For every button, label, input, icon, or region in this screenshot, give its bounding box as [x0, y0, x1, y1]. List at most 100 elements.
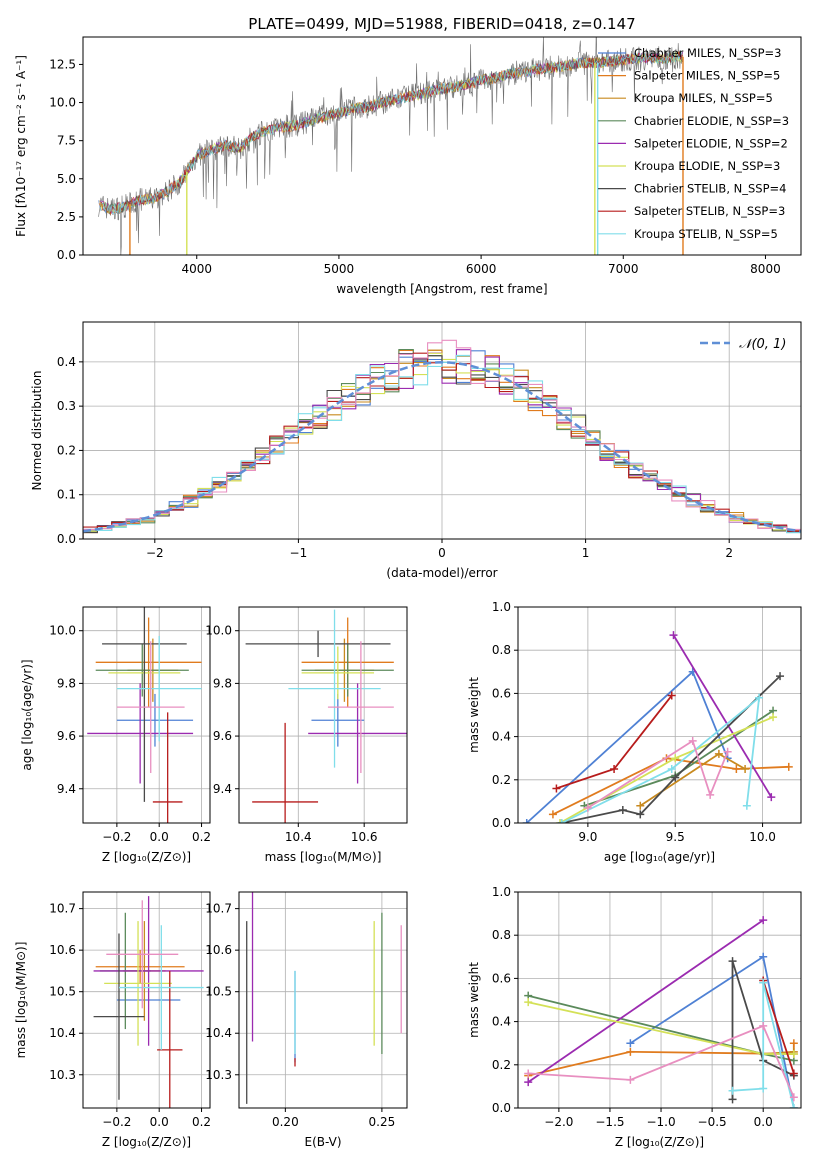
- error-bar-point: [118, 925, 204, 1050]
- y-tick-label: 0.6: [492, 971, 511, 985]
- y-tick-label: 9.8: [57, 676, 76, 690]
- data-point: [522, 819, 531, 823]
- legend-entry: Chabrier ELODIE, N_SSP=3: [634, 114, 789, 128]
- data-point: [669, 631, 678, 640]
- error-bar-point: [93, 896, 204, 1046]
- error-bar-point: [116, 635, 202, 742]
- legend-entry: Chabrier MILES, N_SSP=3: [634, 46, 781, 60]
- legend-entry: Kroupa STELIB, N_SSP=5: [634, 227, 778, 241]
- legend-entry: 𝒩(0, 1): [739, 337, 786, 352]
- x-axis-label: Z [log₁₀(Z/Z⊙)]: [102, 850, 191, 864]
- y-tick-label: 7.5: [57, 134, 76, 148]
- y-tick-label: 0.4: [492, 1015, 511, 1029]
- x-tick-label: 0.2: [192, 830, 211, 844]
- x-tick-label: −1: [290, 546, 308, 560]
- weight-series: [669, 631, 776, 802]
- panel-3: 10.4 10.6 9.4 9.6 9.8 10.0 mass [log₁₀(M/M⊙)]: [205, 606, 408, 864]
- x-tick-label: 10.6: [351, 830, 378, 844]
- legend-entry: Kroupa MILES, N_SSP=5: [634, 91, 773, 105]
- error-bar-point: [152, 712, 183, 823]
- y-tick-label: 10.5: [49, 985, 76, 999]
- x-tick-label: −2: [146, 546, 164, 560]
- data-point: [524, 998, 533, 1007]
- series-line: [527, 919, 764, 1083]
- data-point: [755, 693, 764, 702]
- data-point: [728, 1086, 737, 1095]
- error-bar-point: [301, 646, 375, 700]
- y-tick-label: 1.0: [492, 600, 511, 614]
- data-point: [706, 790, 715, 799]
- error-bar-point: [301, 643, 394, 697]
- panel-2: −0.2 0.0 0.2 9.4 9.6 9.8 10.0 Z [log₁₀(Z/Z⊙)] ag…: [20, 606, 211, 864]
- error-bar-point: [106, 900, 179, 1009]
- y-tick-label: 0.2: [492, 773, 511, 787]
- error-bar-point: [252, 722, 319, 823]
- weight-series: [583, 736, 732, 812]
- y-tick-label: 0.1: [57, 488, 76, 502]
- data-point: [769, 713, 778, 722]
- error-bar-point: [102, 607, 187, 802]
- data-point: [667, 765, 676, 773]
- model-spectrum-line: [101, 50, 683, 215]
- axes-frame: [238, 606, 408, 824]
- data-point: [789, 1093, 798, 1102]
- series-line: [552, 757, 789, 816]
- x-axis-label: E(B-V): [304, 1135, 341, 1149]
- x-axis-label: age [log₁₀(age/yr)]: [604, 850, 715, 864]
- error-bar-point: [288, 609, 381, 768]
- y-tick-label: 10.4: [49, 1026, 76, 1040]
- x-tick-label: 0.2: [192, 1115, 211, 1129]
- y-tick-label: 0.0: [57, 532, 76, 546]
- error-bar-point: [95, 950, 185, 984]
- y-tick-label: 0.4: [492, 730, 511, 744]
- y-tick-label: 10.3: [205, 1068, 232, 1082]
- plot-area: [87, 607, 202, 823]
- x-tick-label: 1: [582, 546, 590, 560]
- x-tick-label: 7000: [608, 262, 639, 276]
- x-tick-label: 9.0: [578, 830, 597, 844]
- y-tick-label: 10.7: [205, 902, 232, 916]
- y-tick-label: 0.4: [57, 355, 76, 369]
- data-point: [671, 754, 680, 763]
- y-tick-label: 0.2: [57, 443, 76, 457]
- x-tick-label: 10.0: [749, 830, 776, 844]
- data-point: [776, 672, 785, 681]
- x-tick-label: 10.4: [285, 830, 312, 844]
- data-point: [759, 1021, 768, 1030]
- y-tick-label: 10.6: [205, 943, 232, 957]
- x-tick-label: 8000: [750, 262, 781, 276]
- data-point: [671, 773, 680, 782]
- x-axis-label: (data-model)/error: [386, 566, 497, 580]
- x-tick-label: 9.5: [666, 830, 685, 844]
- data-point: [742, 801, 751, 810]
- y-axis-label: Flux [fλ10⁻¹⁷ erg cm⁻² s⁻¹ A⁻¹]: [14, 55, 28, 237]
- data-point: [524, 1078, 533, 1087]
- y-tick-label: 0.8: [492, 643, 511, 657]
- y-tick-label: 0.0: [492, 816, 511, 830]
- legend-entry: Kroupa ELODIE, N_SSP=3: [634, 159, 780, 173]
- x-tick-label: 0.0: [150, 1115, 169, 1129]
- data-point: [626, 1047, 635, 1056]
- y-tick-label: 10.0: [49, 624, 76, 638]
- data-point: [759, 978, 768, 987]
- x-tick-label: −0.2: [102, 830, 131, 844]
- y-tick-label: 10.4: [205, 1026, 232, 1040]
- data-point: [784, 762, 793, 771]
- plot-area: [245, 609, 407, 823]
- y-tick-label: 1.0: [492, 885, 511, 899]
- x-tick-label: 0.0: [754, 1115, 773, 1129]
- x-tick-label: −0.5: [698, 1115, 727, 1129]
- legend-entry: Salpeter ELODIE, N_SSP=2: [634, 136, 788, 150]
- y-tick-label: 5.0: [57, 172, 76, 186]
- data-point: [524, 1069, 533, 1078]
- y-tick-label: 10.7: [49, 902, 76, 916]
- data-point: [789, 1050, 798, 1058]
- error-bar-point: [104, 921, 172, 1046]
- data-point: [728, 1095, 737, 1104]
- y-tick-label: 0.2: [492, 1058, 511, 1072]
- error-bar-point: [327, 641, 394, 773]
- y-tick-label: 12.5: [49, 57, 76, 71]
- weight-series: [557, 693, 764, 823]
- y-tick-label: 10.5: [205, 985, 232, 999]
- series-line: [528, 1024, 795, 1098]
